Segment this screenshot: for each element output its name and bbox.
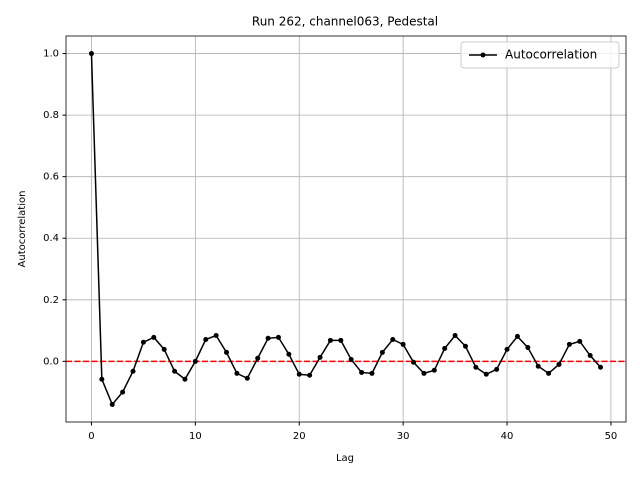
point — [307, 372, 313, 378]
point — [369, 370, 375, 376]
point — [379, 349, 385, 355]
point — [348, 357, 354, 363]
point — [598, 364, 604, 370]
x-tick-label: 0 — [88, 431, 94, 442]
point — [390, 337, 396, 343]
point — [442, 345, 448, 351]
point — [483, 371, 489, 377]
x-tick-label: 30 — [397, 431, 410, 442]
legend-label: Autocorrelation — [505, 48, 597, 62]
legend-marker — [480, 52, 486, 58]
y-tick-label: 0.2 — [43, 295, 59, 306]
point — [525, 345, 531, 351]
point — [99, 376, 105, 382]
point — [224, 349, 230, 355]
point — [161, 346, 167, 352]
x-tick-label: 10 — [189, 431, 202, 442]
point — [182, 376, 188, 382]
point — [203, 337, 209, 343]
y-tick-label: 0.6 — [43, 172, 59, 183]
point — [140, 339, 146, 345]
point — [327, 337, 333, 343]
point — [151, 334, 157, 340]
y-tick-label: 0.8 — [43, 110, 59, 121]
point — [587, 353, 593, 359]
point — [338, 337, 344, 343]
point — [244, 375, 250, 381]
point — [400, 341, 406, 347]
point — [556, 361, 562, 367]
point — [494, 366, 500, 372]
point — [120, 389, 126, 395]
point — [88, 51, 94, 57]
y-tick-label: 0.0 — [43, 356, 59, 367]
x-tick-label: 40 — [501, 431, 514, 442]
y-tick-label: 1.0 — [43, 49, 59, 60]
x-tick-label: 50 — [605, 431, 618, 442]
plot-frame — [65, 35, 627, 423]
point — [452, 333, 458, 339]
point — [172, 368, 178, 374]
point — [577, 338, 583, 344]
point — [359, 369, 365, 375]
point — [514, 333, 520, 339]
y-axis-label: Autocorrelation — [17, 191, 28, 268]
point — [296, 371, 302, 377]
point — [234, 370, 240, 376]
point — [255, 355, 261, 361]
point — [421, 370, 427, 376]
point — [473, 364, 479, 370]
chart-title: Run 262, channel063, Pedestal — [252, 15, 438, 29]
point — [213, 333, 219, 339]
point — [546, 370, 552, 376]
x-tick-label: 20 — [293, 431, 306, 442]
point — [462, 343, 468, 349]
x-axis-label: Lag — [336, 453, 354, 464]
point — [566, 341, 572, 347]
point — [109, 401, 115, 407]
point — [431, 367, 437, 373]
point — [265, 335, 271, 341]
legend-box — [460, 41, 620, 69]
point — [192, 358, 198, 364]
point — [535, 363, 541, 369]
point — [411, 359, 417, 365]
legend: Autocorrelation — [460, 41, 620, 69]
point — [317, 354, 323, 360]
y-tick-label: 0.4 — [43, 233, 59, 244]
point — [504, 346, 510, 352]
point — [130, 368, 136, 374]
point — [275, 334, 281, 340]
point — [286, 351, 292, 357]
